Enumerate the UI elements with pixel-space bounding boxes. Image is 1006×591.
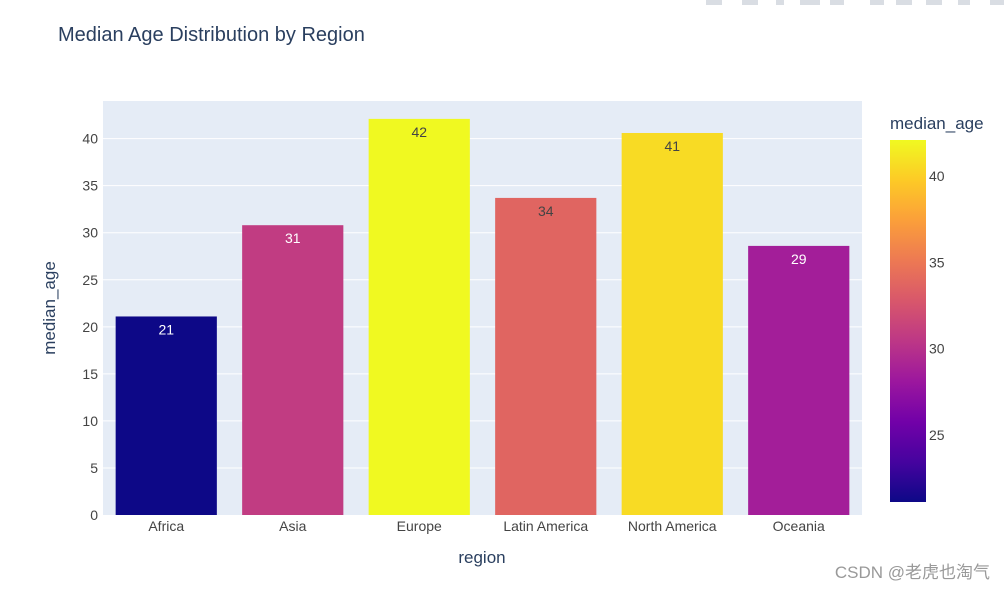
- bar-data-label: 42: [411, 124, 427, 140]
- y-tick-label: 20: [82, 319, 98, 335]
- y-tick-label: 25: [82, 272, 98, 288]
- x-tick-label: Africa: [148, 518, 184, 534]
- pan-icon[interactable]: [776, 0, 784, 5]
- bar-africa[interactable]: [115, 316, 217, 515]
- bar-data-label: 21: [158, 321, 174, 337]
- zoom-out-icon[interactable]: [896, 0, 912, 5]
- y-tick-label: 30: [82, 225, 98, 241]
- plot-area: [103, 101, 862, 515]
- camera-icon[interactable]: [706, 0, 722, 5]
- x-tick-label: Latin America: [503, 518, 588, 534]
- colorbar-ticks: 25 30 35 40: [929, 168, 945, 443]
- x-tick-label: Asia: [279, 518, 306, 534]
- colorbar-tick-label: 30: [929, 341, 945, 357]
- colorbar-tick-label: 40: [929, 168, 945, 184]
- box-select-icon[interactable]: [800, 0, 820, 5]
- x-axis-title: region: [458, 548, 505, 567]
- zoom-icon[interactable]: [742, 0, 758, 5]
- colorbar-tick-label: 25: [929, 427, 945, 443]
- colorbar-tick-label: 35: [929, 254, 945, 270]
- lasso-icon[interactable]: [830, 0, 844, 5]
- bar-europe[interactable]: [368, 118, 470, 516]
- y-tick-label: 35: [82, 178, 98, 194]
- modebar[interactable]: [706, 0, 1004, 5]
- reset-axes-icon[interactable]: [958, 0, 970, 5]
- x-tick-label: North America: [628, 518, 717, 534]
- plotly-logo-icon[interactable]: [990, 0, 1004, 5]
- bar-data-label: 29: [791, 251, 807, 267]
- bar-data-label: 41: [664, 138, 680, 154]
- bar-latin-america[interactable]: [495, 197, 597, 515]
- y-tick-label: 5: [90, 460, 98, 476]
- colorbar: [890, 140, 926, 502]
- y-tick-label: 15: [82, 366, 98, 382]
- bar-data-label: 31: [285, 230, 301, 246]
- watermark: CSDN @老虎也淘气: [835, 563, 990, 582]
- y-tick-label: 10: [82, 413, 98, 429]
- gridlines: [103, 138, 862, 469]
- bar-north-america[interactable]: [621, 132, 723, 515]
- bar-labels: 21 31 42 34 41 29: [158, 124, 806, 338]
- y-tick-label: 40: [82, 131, 98, 147]
- bar-oceania[interactable]: [748, 245, 850, 515]
- bar-data-label: 34: [538, 203, 554, 219]
- bars: [115, 118, 850, 516]
- x-axis-ticks: Africa Asia Europe Latin America North Ameri…: [148, 518, 825, 534]
- chart-title: Median Age Distribution by Region: [58, 24, 365, 46]
- zoom-in-icon[interactable]: [870, 0, 884, 5]
- autoscale-icon[interactable]: [926, 0, 942, 5]
- y-axis-ticks: 0 5 10 15 20 25 30 35 40: [82, 131, 98, 523]
- bar-asia[interactable]: [242, 225, 344, 515]
- y-tick-label: 0: [90, 507, 98, 523]
- x-tick-label: Europe: [397, 518, 442, 534]
- x-tick-label: Oceania: [773, 518, 825, 534]
- colorbar-title: median_age: [890, 114, 984, 133]
- y-axis-title: median_age: [40, 261, 59, 355]
